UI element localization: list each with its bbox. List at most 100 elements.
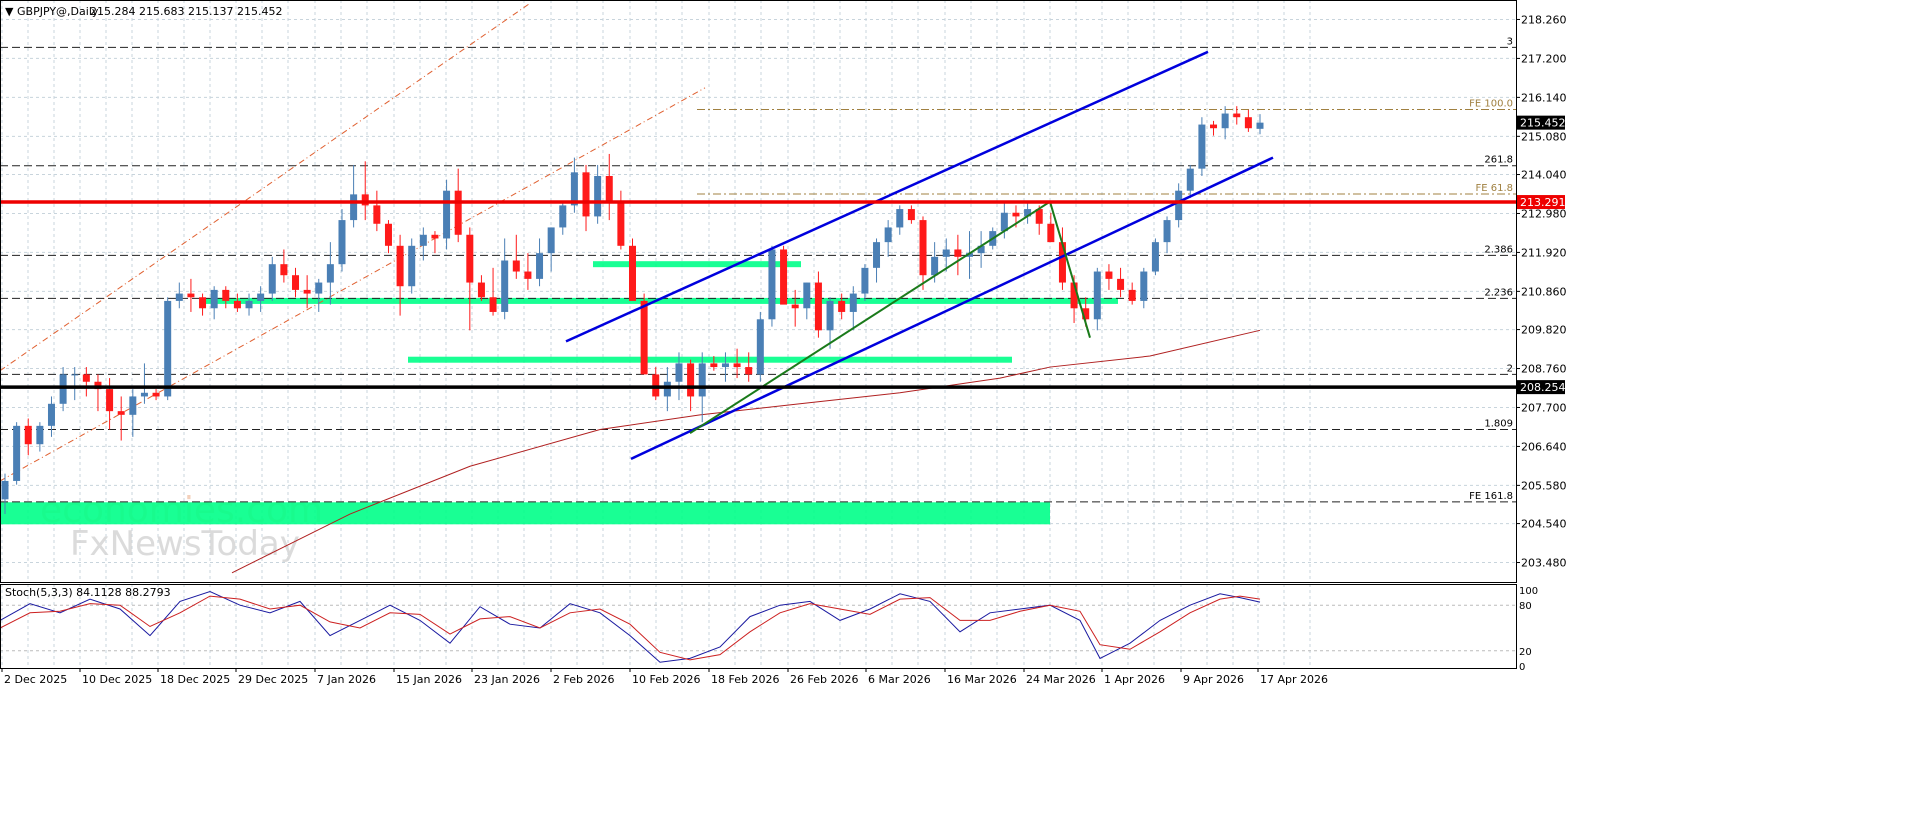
candle-body: [1047, 223, 1055, 243]
candle-body: [826, 300, 834, 331]
level-label: 1.809: [1484, 419, 1513, 430]
trend-line: [689, 200, 1051, 435]
candle-body: [175, 293, 183, 301]
y-tick-label: 211.920: [1521, 246, 1567, 259]
candle-body: [698, 363, 706, 397]
candle-body: [675, 363, 683, 382]
price-tag-label: 213.291: [1520, 196, 1566, 209]
candle-body: [954, 249, 962, 257]
stoch-frame: [0, 584, 1517, 669]
candle-body: [338, 220, 346, 265]
watermark-line2: FxNewsToday: [70, 524, 300, 564]
stochastic-panel: Stoch(5,3,3) 84.1128 88.2793 100 80 20 0: [0, 586, 1538, 673]
stoch-tick-label: 0: [1519, 662, 1525, 673]
x-tick-label: 18 Feb 2026: [711, 673, 779, 686]
x-tick-label: 2 Dec 2025: [4, 673, 67, 686]
candle-body: [1024, 209, 1032, 217]
candles-layer: [1, 106, 1264, 515]
header-arrow-icon[interactable]: ▼: [5, 5, 14, 18]
support-zone: [0, 502, 1050, 525]
candle-body: [768, 249, 776, 320]
candle-body: [489, 297, 497, 312]
candle-body: [1128, 289, 1136, 301]
x-tick-label: 6 Mar 2026: [868, 673, 931, 686]
candle-body: [199, 297, 207, 309]
candle-body: [907, 209, 915, 221]
current-price-tag: [1517, 115, 1565, 130]
candle-body: [1117, 278, 1125, 290]
header: ▼ GBPJPY@,Daily 215.284 215.683 215.137 …: [5, 5, 282, 18]
candle-body: [896, 209, 904, 228]
level-label: FE 61.8: [1475, 183, 1513, 194]
level-label: FE 161.8: [1469, 491, 1513, 502]
y-tick-label: 217.200: [1521, 52, 1567, 65]
candle-body: [431, 234, 439, 239]
price-tag-label: 208.254: [1520, 381, 1566, 394]
candle-body: [152, 392, 160, 397]
candle-body: [501, 260, 509, 312]
y-tick-label: 207.700: [1521, 401, 1567, 414]
x-tick-label: 17 Apr 2026: [1260, 673, 1328, 686]
candle-body: [1221, 113, 1229, 129]
stoch-title: Stoch(5,3,3) 84.1128 88.2793: [5, 586, 171, 599]
stoch-tick-label: 100: [1519, 586, 1538, 597]
candle-body: [1140, 271, 1148, 301]
candle-body: [164, 300, 172, 397]
trend-line: [1049, 201, 1091, 338]
candle-body: [350, 194, 358, 221]
level-label: 2.236: [1484, 287, 1513, 298]
axes-layer: 203.480 204.540 205.580 206.640 207.700 208.7…: [0, 0, 1567, 686]
guide-line: [0, 87, 706, 482]
candle-body: [1093, 271, 1101, 320]
candle-body: [536, 253, 544, 279]
y-tick-label: 212.980: [1521, 207, 1567, 220]
y-tick-label: 204.540: [1521, 518, 1567, 531]
candle-body: [780, 249, 788, 305]
horizontal-lines-layer: 213.291 208.254 215.452: [0, 115, 1566, 395]
y-tick-label: 208.760: [1521, 363, 1567, 376]
candle-body: [13, 425, 21, 481]
x-tick-label: 2 Feb 2026: [553, 673, 614, 686]
price-tag: [1517, 380, 1565, 395]
current-price-label: 215.452: [1520, 117, 1566, 130]
candle-body: [245, 300, 253, 309]
candle-body: [117, 411, 125, 415]
support-zone: [408, 356, 1012, 363]
x-tick-label: 23 Jan 2026: [474, 673, 540, 686]
candle-body: [396, 245, 404, 287]
x-tick-label: 7 Jan 2026: [317, 673, 376, 686]
x-tick-label: 16 Mar 2026: [947, 673, 1017, 686]
y-tick-label: 210.860: [1521, 285, 1567, 298]
candle-body: [210, 289, 218, 309]
y-tick-label: 215.080: [1521, 130, 1567, 143]
candle-body: [315, 282, 323, 294]
candle-body: [326, 264, 334, 283]
stoch-signal-line: [0, 595, 1261, 661]
candle-body: [361, 194, 369, 206]
drawn-lines-layer: [565, 50, 1274, 461]
candle-body: [791, 304, 799, 309]
candle-body: [1151, 242, 1159, 272]
candle-body: [477, 282, 485, 298]
moving-average-line: [231, 329, 1261, 574]
stoch-tick-label: 80: [1519, 601, 1532, 612]
candle-body: [292, 275, 300, 290]
candle-body: [140, 392, 148, 397]
x-tick-label: 1 Apr 2026: [1104, 673, 1165, 686]
x-tick-label: 29 Dec 2025: [238, 673, 308, 686]
candle-body: [1175, 190, 1183, 221]
channel-line: [565, 50, 1209, 343]
guide-line: [0, 2, 531, 372]
candle-body: [280, 264, 288, 276]
candle-body: [233, 300, 241, 309]
y-tick-label: 205.580: [1521, 479, 1567, 492]
candle-body: [373, 205, 381, 224]
x-tick-label: 26 Feb 2026: [790, 673, 858, 686]
candle-body: [756, 319, 764, 375]
candle-body: [1233, 113, 1241, 118]
support-zone: [593, 261, 801, 268]
candle-body: [1244, 117, 1252, 129]
candle-body: [257, 293, 265, 301]
candle-body: [47, 403, 55, 426]
